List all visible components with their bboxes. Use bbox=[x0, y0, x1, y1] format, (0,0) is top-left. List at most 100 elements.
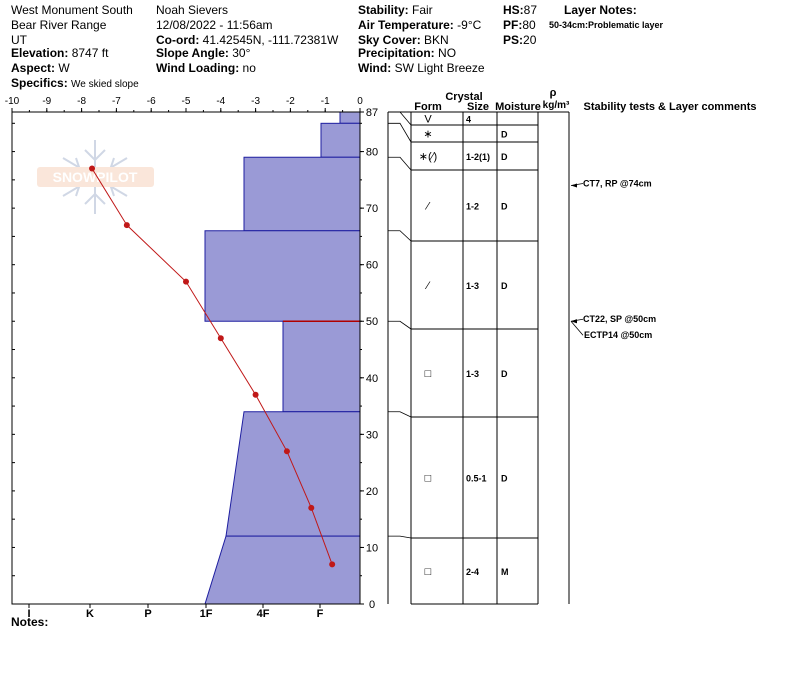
row-size: 2-4 bbox=[466, 567, 479, 577]
layer-connector bbox=[388, 122, 412, 143]
temperature-point bbox=[283, 448, 290, 455]
test-label: CT7, RP @74cm bbox=[583, 179, 652, 189]
coord-label: Co-ord: bbox=[156, 33, 200, 47]
row-form: ∗(⁄) bbox=[419, 151, 437, 163]
hardness-layer bbox=[225, 411, 361, 537]
stability-label: Stability: bbox=[358, 3, 409, 17]
row-moisture: D bbox=[501, 202, 508, 212]
row-size: 0.5-1 bbox=[466, 474, 487, 484]
row-form: ∗ bbox=[423, 129, 432, 141]
height-tick-label: 87 bbox=[366, 107, 378, 119]
pf-row: PF:80 bbox=[503, 18, 536, 32]
temperature-profile bbox=[89, 165, 336, 568]
col-stability: Stability tests & Layer comments bbox=[583, 101, 756, 113]
specifics-row: Specifics: We skied slope bbox=[11, 76, 139, 92]
layer-connector bbox=[388, 320, 412, 330]
slope-label: Slope Angle: bbox=[156, 46, 229, 60]
temp-tick-label: -7 bbox=[112, 96, 121, 107]
row-form: □ bbox=[425, 368, 432, 380]
col-rho: ρ bbox=[550, 87, 557, 99]
temp-tick-label: -6 bbox=[147, 96, 156, 107]
test-label: ECTP14 @50cm bbox=[584, 330, 652, 340]
col-form: Form bbox=[414, 101, 442, 113]
location: West Monument South bbox=[11, 3, 133, 17]
temperature-point bbox=[123, 222, 130, 229]
hardness-tick-label: I bbox=[27, 608, 30, 620]
temp-tick-label: -1 bbox=[321, 96, 330, 107]
layer-connector bbox=[388, 111, 412, 126]
temp-tick-label: -4 bbox=[216, 96, 225, 107]
hardness-layer bbox=[204, 230, 361, 322]
ps-value: 20 bbox=[523, 33, 537, 47]
range: Bear River Range bbox=[11, 18, 107, 32]
temperature-point bbox=[89, 165, 96, 172]
col-rho-unit: kg/m³ bbox=[543, 100, 570, 111]
row-moisture: D bbox=[501, 152, 508, 162]
temp-tick-label: -2 bbox=[286, 96, 295, 107]
height-tick-label: 10 bbox=[366, 542, 378, 554]
temp-tick-label: -5 bbox=[182, 96, 191, 107]
stability-value: Fair bbox=[412, 3, 433, 17]
height-tick-label: 60 bbox=[366, 260, 378, 272]
hs-label: HS: bbox=[503, 3, 524, 17]
row-form: ⁄ bbox=[424, 201, 431, 213]
row-form: ⁄ bbox=[424, 280, 431, 292]
row-size: 1-3 bbox=[466, 369, 479, 379]
layer-notes-label: Layer Notes: bbox=[564, 3, 637, 17]
temperature-point bbox=[252, 391, 259, 398]
hardness-axis: I K P 1F 4F F bbox=[27, 604, 324, 620]
sky-value: BKN bbox=[424, 33, 449, 47]
wind-row: Wind: SW Light Breeze bbox=[358, 61, 485, 75]
temp-tick-label: 0 bbox=[357, 96, 363, 107]
stability-row: Stability: Fair bbox=[358, 3, 433, 17]
hardness-tick-label: F bbox=[317, 608, 324, 620]
row-size: 1-2(1) bbox=[466, 152, 490, 162]
height-axis: 0 10 20 30 40 50 60 70 80 87 bbox=[12, 107, 378, 611]
row-size: 4 bbox=[466, 115, 471, 125]
hardness-tick-label: P bbox=[144, 608, 151, 620]
layer-connector bbox=[388, 411, 412, 418]
row-moisture: D bbox=[501, 369, 508, 379]
ps-row: PS:20 bbox=[503, 33, 536, 47]
hs-row: HS:87 bbox=[503, 3, 537, 17]
temperature-line bbox=[91, 168, 333, 565]
temperature-axis: -10 -9 -8 -7 -6 -5 -4 -3 -2 -1 0 bbox=[5, 96, 363, 112]
sky-row: Sky Cover: BKN bbox=[358, 33, 449, 47]
height-tick-label: 40 bbox=[366, 373, 378, 385]
col-crystal: Crystal bbox=[445, 91, 482, 103]
wind-loading-value: no bbox=[242, 61, 256, 75]
snowpilot-watermark: SNOWPILOT bbox=[37, 140, 154, 214]
aspect-value: W bbox=[58, 61, 70, 75]
precip-label: Precipitation: bbox=[358, 46, 435, 60]
datetime: 12/08/2022 - 11:56am bbox=[156, 18, 273, 32]
hardness-layer bbox=[282, 320, 361, 413]
hardness-tick-label: 1F bbox=[200, 608, 213, 620]
row-moisture: D bbox=[501, 474, 508, 484]
specifics-label: Specifics: bbox=[11, 76, 68, 90]
wind-value: SW Light Breeze bbox=[394, 61, 485, 75]
layer-connector bbox=[388, 230, 412, 242]
layer-connector bbox=[388, 535, 412, 539]
hs-value: 87 bbox=[523, 3, 538, 17]
hardness-layer bbox=[204, 535, 361, 605]
temperature-point bbox=[308, 504, 315, 511]
air-temp-row: Air Temperature: -9°C bbox=[358, 18, 481, 32]
state: UT bbox=[11, 33, 27, 47]
test-arrow bbox=[571, 183, 577, 188]
height-tick-label: 0 bbox=[369, 599, 375, 611]
observer: Noah Sievers bbox=[156, 3, 229, 17]
row-size: 1-2 bbox=[466, 202, 479, 212]
wind-loading-label: Wind Loading: bbox=[156, 61, 240, 75]
hardness-tick-label: K bbox=[86, 608, 94, 620]
col-moisture: Moisture bbox=[495, 101, 541, 113]
aspect-label: Aspect: bbox=[11, 61, 56, 75]
notes-label: Notes: bbox=[11, 615, 48, 629]
aspect-row: Aspect: W bbox=[11, 61, 70, 75]
slope-value: 30° bbox=[232, 46, 251, 60]
row-moisture: M bbox=[501, 567, 509, 577]
hardness-layer bbox=[320, 122, 361, 158]
row-moisture: D bbox=[501, 130, 508, 140]
temp-tick-label: -3 bbox=[251, 96, 260, 107]
specifics-value: We skied slope bbox=[71, 79, 139, 90]
